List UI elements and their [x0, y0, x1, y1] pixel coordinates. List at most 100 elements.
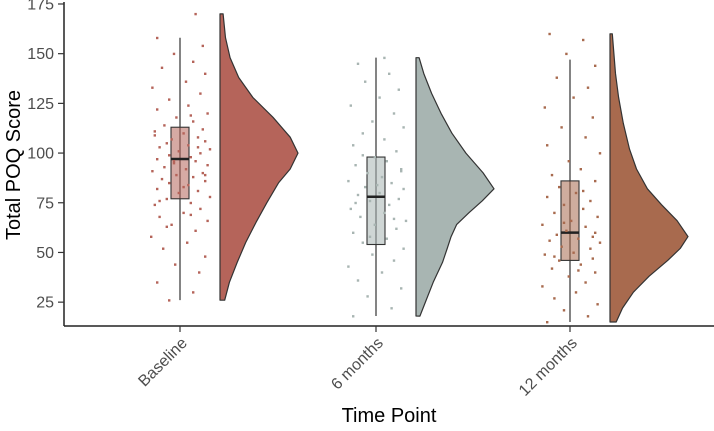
data-point [189, 114, 192, 117]
data-point [187, 183, 190, 187]
data-point [586, 315, 590, 318]
data-point [579, 263, 582, 266]
y-tick-label: 25 [36, 295, 54, 312]
y-tick-label: 50 [36, 245, 54, 262]
data-point [582, 207, 585, 211]
data-point [208, 195, 212, 199]
x-tick-label: 6 months [328, 335, 387, 394]
data-point [201, 44, 204, 48]
data-point [349, 104, 352, 107]
data-point [361, 241, 364, 244]
data-point [160, 66, 164, 69]
data-point [184, 80, 188, 83]
data-point [168, 154, 171, 157]
data-point [378, 191, 381, 195]
data-point [385, 160, 388, 163]
data-point [567, 160, 570, 163]
data-point [388, 72, 391, 75]
data-point [156, 36, 159, 40]
data-point [192, 60, 195, 63]
data-point [560, 245, 563, 248]
data-point [356, 62, 360, 65]
data-point [591, 116, 594, 119]
data-point [574, 191, 578, 195]
data-point [189, 156, 192, 159]
data-point [402, 187, 405, 191]
density-clouds [219, 13, 689, 323]
data-point [165, 197, 168, 201]
data-point [392, 112, 396, 115]
y-tick-label: 100 [27, 146, 54, 163]
data-point [158, 199, 161, 203]
data-point [354, 201, 357, 205]
data-point [594, 231, 597, 234]
data-point [555, 233, 558, 236]
data-point [546, 321, 549, 324]
data-point [402, 126, 405, 129]
x-axis-ticks: Baseline 6 months 12 months [135, 326, 581, 400]
data-point [153, 203, 156, 207]
data-point [194, 229, 197, 232]
data-point [390, 307, 393, 310]
data-point [201, 128, 204, 131]
data-point [349, 207, 352, 211]
data-point [172, 52, 176, 56]
data-point [388, 203, 391, 207]
data-point [347, 179, 350, 183]
data-point [170, 138, 173, 141]
data-point [168, 181, 171, 185]
data-point [390, 181, 393, 185]
data-point [189, 201, 192, 205]
data-point [584, 225, 587, 228]
data-point [577, 269, 580, 272]
data-point [170, 223, 173, 226]
data-point [395, 150, 398, 153]
data-point [368, 199, 372, 203]
data-point [172, 160, 176, 163]
data-point [376, 183, 379, 187]
data-point [397, 88, 400, 91]
data-point [553, 255, 556, 258]
data-point [553, 211, 556, 215]
y-tick-label: 75 [36, 195, 54, 212]
data-point [156, 187, 159, 191]
data-point [572, 251, 575, 254]
data-point [373, 223, 376, 226]
data-point [574, 291, 578, 294]
data-point [156, 158, 159, 161]
x-axis-title: Time Point [342, 405, 437, 427]
data-point [368, 235, 372, 238]
data-point [192, 175, 195, 179]
data-point [397, 197, 400, 201]
y-axis-ticks: 25 50 75 100 125 150 175 [27, 0, 64, 312]
data-point [400, 168, 403, 171]
data-point [550, 173, 554, 177]
data-point [199, 152, 202, 155]
data-point [162, 247, 165, 250]
data-point [364, 185, 367, 189]
data-point [201, 171, 204, 175]
data-point [187, 104, 190, 107]
data-point [182, 132, 185, 135]
data-point [598, 241, 602, 244]
data-point [584, 136, 587, 139]
data-point [158, 146, 161, 149]
data-point [151, 86, 154, 89]
data-point [199, 207, 202, 211]
data-point [192, 291, 195, 294]
data-point [150, 235, 153, 238]
data-point [400, 170, 403, 173]
data-point [165, 142, 168, 145]
data-point [352, 315, 355, 318]
data-point [163, 166, 166, 169]
data-point [582, 38, 585, 42]
data-point [206, 219, 209, 223]
data-point [356, 279, 360, 282]
data-point [553, 297, 556, 300]
data-point [562, 203, 566, 207]
data-point [356, 193, 360, 197]
data-point [153, 134, 156, 137]
data-point [194, 12, 197, 16]
data-point [392, 217, 396, 221]
